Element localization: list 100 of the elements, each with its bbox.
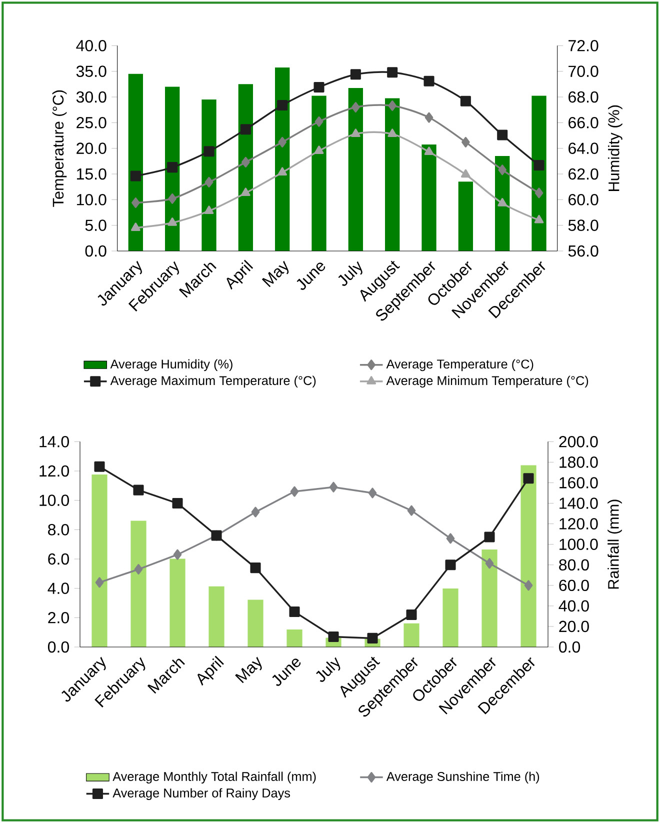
point [424, 146, 434, 155]
point [290, 486, 299, 497]
point [388, 128, 398, 138]
point [498, 164, 507, 176]
point [204, 176, 214, 188]
point [314, 116, 324, 127]
point [388, 100, 397, 111]
point [95, 577, 104, 588]
point [130, 170, 141, 182]
point [204, 146, 214, 157]
bar [248, 600, 264, 647]
point [278, 167, 288, 176]
y2-tick-label: 64.0 [568, 142, 598, 154]
y-tick-label: 30.0 [76, 91, 106, 103]
point [242, 156, 250, 168]
point [172, 498, 183, 509]
y-tick-label: 35.0 [76, 66, 106, 77]
y-tick-label: 14.0 [40, 436, 69, 448]
y2-tick-label: 70.0 [568, 66, 598, 77]
point [350, 128, 360, 138]
point [168, 217, 178, 226]
point [167, 162, 178, 173]
point [328, 631, 339, 642]
y2-tick-label: 0.0 [559, 641, 580, 653]
point [329, 482, 338, 492]
y2-tick-label: 80.0 [559, 559, 589, 571]
y2-tick-label: 20.0 [559, 620, 589, 632]
point [134, 564, 143, 575]
bar [92, 474, 108, 647]
y2-tick-label: 160.0 [560, 477, 598, 488]
y2-tick-label: 120.0 [560, 518, 598, 530]
point [314, 146, 324, 154]
point [406, 609, 417, 620]
y-tick-label: 0.0 [85, 245, 106, 257]
point [277, 100, 288, 110]
y-tick-label: 15.0 [77, 168, 106, 180]
y-tick-label: 10.0 [40, 494, 69, 506]
point [446, 533, 455, 544]
y2-tick-label: 40.0 [558, 600, 589, 612]
point [407, 505, 416, 516]
bar [286, 630, 302, 647]
point [424, 112, 434, 123]
bar [170, 558, 186, 647]
y2-tick-label: 60.0 [559, 580, 589, 592]
point [314, 82, 324, 93]
y-tick-label: 40.0 [76, 40, 106, 52]
legend-label: Average Minimum Temperature (°C) [386, 376, 588, 388]
x-tick-label: May [235, 656, 262, 684]
y2-tick-label: 140.0 [560, 498, 598, 509]
y2-tick-label: 180.0 [560, 456, 598, 468]
point [240, 124, 251, 135]
point [424, 76, 434, 86]
point [94, 461, 105, 472]
legend-label: Average Monthly Total Rainfall (mm) [112, 772, 316, 784]
point [204, 206, 214, 214]
y2-tick-label: 72.0 [568, 40, 598, 52]
legend-label: Average Humidity (%) [110, 359, 232, 372]
y-tick-label: 4.0 [48, 582, 69, 594]
legend-label: Average Maximum Temperature (°C) [110, 376, 316, 388]
point [387, 67, 398, 78]
point [130, 222, 140, 231]
bar [520, 465, 536, 647]
y2-tick-label: 60.0 [568, 194, 598, 206]
point [497, 130, 508, 140]
point [173, 549, 182, 560]
x-tick-label: May [262, 260, 289, 288]
point [368, 488, 377, 498]
y2-tick-label: 68.0 [568, 91, 598, 103]
point [484, 532, 495, 542]
y-tick-label: 10.0 [77, 194, 106, 206]
point [133, 484, 144, 496]
point [445, 560, 456, 570]
y-tick-label: 6.0 [48, 553, 69, 565]
point [485, 558, 494, 569]
point [460, 96, 471, 106]
legend-label: Average Temperature (°C) [386, 359, 534, 372]
point [352, 102, 360, 113]
y2-tick-label: 56.0 [568, 245, 598, 257]
point [462, 136, 470, 148]
point [250, 562, 261, 574]
point [278, 136, 287, 148]
y-axis-title: Temperature (°C) [52, 90, 67, 207]
y2-tick-label: 58.0 [568, 220, 598, 231]
y2-tick-label: 100.0 [560, 538, 598, 550]
x-tick-label: July [316, 657, 340, 682]
bar [208, 586, 224, 647]
point [534, 160, 544, 171]
point [251, 506, 260, 518]
y2-axis-title: Rainfall (mm) [608, 500, 622, 589]
legend-label: Average Number of Rainy Days [112, 788, 290, 800]
bar [404, 623, 420, 647]
point [367, 632, 378, 644]
point [523, 473, 534, 484]
bar [482, 549, 498, 647]
bar [442, 588, 458, 647]
legend-label: Average Sunshine Time (h) [386, 772, 540, 784]
y2-tick-label: 200.0 [559, 436, 598, 448]
y-tick-label: 25.0 [76, 117, 106, 128]
point [289, 606, 300, 618]
y-tick-label: 12.0 [40, 465, 69, 477]
